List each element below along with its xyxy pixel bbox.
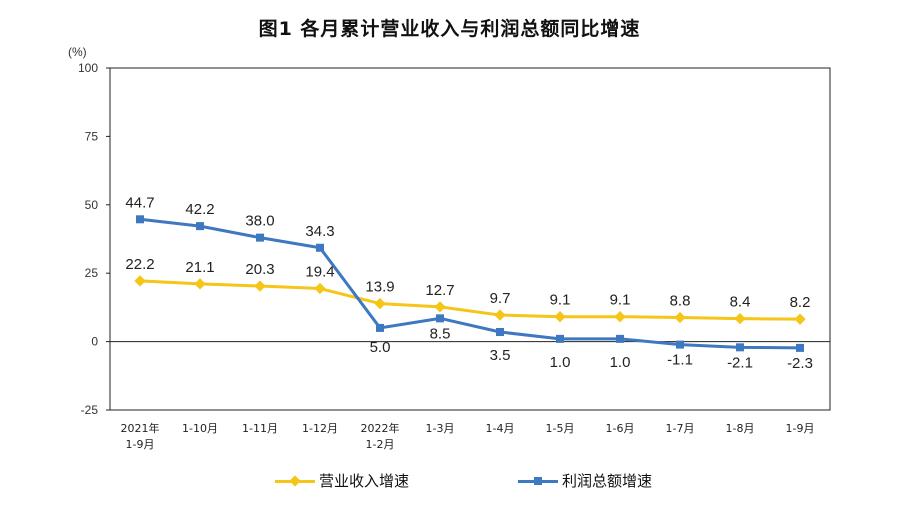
data-label: 38.0 — [245, 213, 274, 230]
data-point — [736, 343, 744, 352]
data-point — [374, 297, 386, 310]
series-line-0 — [139, 279, 801, 321]
x-tick-label: 1-10月 — [182, 422, 218, 435]
legend-swatch-revenue — [275, 474, 315, 487]
data-label: 3.5 — [490, 347, 511, 364]
data-point — [734, 312, 746, 325]
x-tick-label: 2022年 — [361, 421, 400, 435]
legend-label-revenue: 营业收入增速 — [319, 472, 410, 490]
y-tick-label: 75 — [85, 129, 99, 143]
data-label: 1.0 — [550, 354, 571, 371]
x-axis: 2021年 1-9月 1-10月 1-11月 1-12月 2022年 1-2月 1-3月 1-4… — [121, 421, 815, 451]
data-label: -2.3 — [787, 355, 813, 372]
x-tick-label: 1-7月 — [666, 422, 695, 435]
y-axis: -25 0 25 50 75 100 — [78, 61, 110, 417]
y-tick-label: 50 — [85, 198, 99, 212]
data-point — [254, 280, 266, 292]
data-label: 8.2 — [790, 294, 811, 311]
data-label: 19.4 — [305, 264, 334, 281]
x-tick-label: 1-6月 — [606, 422, 635, 435]
y-tick-label: 100 — [78, 61, 98, 75]
data-point — [556, 334, 564, 343]
y-unit-label: (%) — [68, 45, 87, 59]
data-point — [496, 328, 504, 337]
data-label: 9.7 — [490, 290, 511, 307]
data-point — [434, 301, 446, 313]
data-label: 34.3 — [305, 223, 334, 240]
data-point — [676, 340, 684, 349]
data-label: 8.5 — [430, 325, 451, 342]
y-tick-label: 25 — [85, 266, 99, 280]
data-point — [314, 282, 326, 295]
x-tick-label: 1-9月 — [126, 438, 155, 451]
x-tick-label: 1-4月 — [486, 422, 515, 435]
data-label: 8.8 — [670, 293, 691, 310]
data-point — [614, 311, 626, 323]
legend-label-profit: 利润总额增速 — [562, 472, 653, 490]
data-label: 9.1 — [550, 292, 571, 309]
data-point — [376, 323, 384, 332]
plot-area — [109, 67, 831, 411]
data-labels: 22.2 21.1 20.3 19.4 13.9 12.7 9.7 9.1 9.1 8.8 8.4 8… — [125, 194, 813, 372]
data-point — [194, 278, 206, 290]
data-label: 1.0 — [610, 354, 631, 371]
data-point — [436, 314, 444, 323]
data-point — [494, 309, 506, 321]
legend-swatch-profit — [518, 475, 558, 487]
data-label: -1.1 — [667, 352, 693, 369]
data-point — [196, 222, 204, 231]
data-label: 12.7 — [425, 282, 454, 299]
x-tick-label: 1-12月 — [302, 422, 338, 435]
data-point — [794, 313, 806, 325]
data-label: 13.9 — [365, 279, 394, 296]
data-point — [554, 311, 566, 323]
series-line-1 — [139, 217, 801, 350]
x-tick-label: 1-8月 — [726, 422, 755, 435]
x-tick-label: 1-11月 — [242, 422, 278, 435]
data-point — [616, 334, 624, 343]
data-point — [674, 311, 686, 324]
x-tick-label: 2021年 — [121, 421, 160, 435]
data-label: 21.1 — [185, 259, 214, 276]
data-label: 44.7 — [125, 194, 154, 211]
series-layer — [134, 215, 806, 352]
data-label: 42.2 — [185, 201, 214, 218]
x-tick-label: 1-9月 — [786, 422, 815, 435]
chart-title: 图1 各月累计营业收入与利润总额同比增速 — [258, 18, 641, 40]
y-tick-label: 0 — [91, 335, 98, 349]
legend-item-profit: 利润总额增速 — [518, 470, 652, 491]
x-tick-label: 1-5月 — [546, 422, 575, 435]
data-label: 8.4 — [730, 294, 751, 311]
data-label: -2.1 — [727, 354, 753, 371]
data-point — [256, 233, 264, 242]
y-tick-label: -25 — [81, 403, 99, 417]
data-label: 5.0 — [370, 339, 391, 356]
data-label: 9.1 — [610, 292, 631, 309]
x-tick-label: 1-3月 — [426, 422, 455, 435]
data-point — [796, 343, 804, 352]
data-point — [316, 243, 324, 252]
data-label: 22.2 — [125, 256, 154, 273]
data-label: 20.3 — [245, 261, 274, 278]
x-tick-label: 1-2月 — [366, 438, 395, 451]
data-point — [136, 215, 144, 224]
legend-item-revenue: 营业收入增速 — [275, 470, 409, 491]
data-point — [134, 275, 146, 287]
